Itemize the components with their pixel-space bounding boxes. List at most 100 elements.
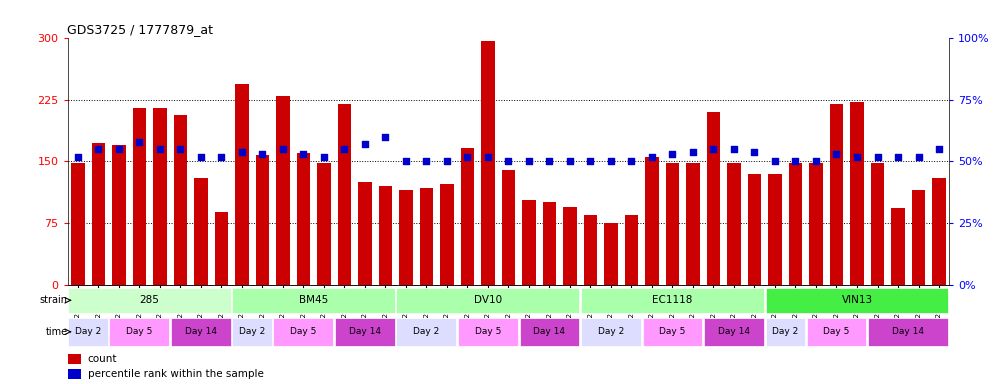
Point [521,158,537,164]
Bar [765,318,805,346]
Point [111,146,127,152]
Bar [236,84,248,285]
Bar [255,155,269,285]
Bar [109,318,169,346]
Bar [379,186,392,285]
Text: strain: strain [40,295,68,305]
Text: Day 2: Day 2 [772,327,798,336]
Text: Day 5: Day 5 [823,327,850,336]
Text: Day 2: Day 2 [414,327,439,336]
Bar [68,369,82,379]
Point [746,149,762,155]
Point [542,158,558,164]
Point [295,151,311,157]
Point [459,154,475,160]
Bar [317,163,331,285]
Bar [297,153,310,285]
Text: Day 14: Day 14 [534,327,566,336]
Bar [666,163,679,285]
Bar [458,318,518,346]
Point [418,158,434,164]
Text: Day 5: Day 5 [475,327,501,336]
Bar [132,108,146,285]
Bar [564,207,577,285]
Bar [892,208,905,285]
Bar [233,318,271,346]
Point [234,149,249,155]
Bar [642,318,703,346]
Bar [583,215,597,285]
Point [336,146,352,152]
Point [439,158,455,164]
Point [644,154,660,160]
Bar [72,163,84,285]
Bar [112,145,125,285]
Point [316,154,332,160]
Bar [194,178,208,285]
Bar [765,288,948,313]
Bar [91,143,105,285]
Point [378,134,394,140]
Bar [69,288,231,313]
Bar [276,96,289,285]
Point [172,146,188,152]
Text: percentile rank within the sample: percentile rank within the sample [87,369,263,379]
Point [726,146,742,152]
Text: Day 5: Day 5 [126,327,152,336]
Point [665,151,681,157]
Point [931,146,947,152]
Text: GDS3725 / 1777879_at: GDS3725 / 1777879_at [67,23,213,36]
Point [562,158,578,164]
Point [685,149,701,155]
Bar [338,104,351,285]
Point [398,158,414,164]
Bar [728,163,741,285]
Bar [335,318,395,346]
Bar [520,318,580,346]
Text: Day 2: Day 2 [597,327,624,336]
Point [480,154,496,160]
Point [254,151,270,157]
Text: Day 14: Day 14 [893,327,924,336]
Bar [581,318,641,346]
Text: Day 5: Day 5 [659,327,686,336]
Bar [704,318,764,346]
Bar [747,174,761,285]
Bar [686,163,700,285]
Text: Day 2: Day 2 [75,327,101,336]
Bar [68,354,82,364]
Bar [707,112,720,285]
Point [131,139,147,145]
Bar [806,318,867,346]
Text: EC1118: EC1118 [652,295,693,305]
Point [275,146,291,152]
Point [70,154,85,160]
Bar [789,163,802,285]
Point [501,158,517,164]
Point [582,158,598,164]
Point [90,146,106,152]
Bar [400,190,413,285]
Point [623,158,639,164]
Bar [419,188,433,285]
Text: Day 14: Day 14 [349,327,381,336]
Bar [358,182,372,285]
Point [214,154,230,160]
Bar [809,163,823,285]
Bar [522,200,536,285]
Point [849,154,865,160]
Point [603,158,619,164]
Bar [911,190,925,285]
Text: DV10: DV10 [474,295,502,305]
Bar [850,103,864,285]
Text: Day 14: Day 14 [185,327,217,336]
Bar [830,104,843,285]
Text: VIN13: VIN13 [842,295,873,305]
Bar [69,318,107,346]
Bar [581,288,764,313]
Point [193,154,209,160]
Point [808,158,824,164]
Bar [645,157,659,285]
Bar [171,318,231,346]
Point [767,158,783,164]
